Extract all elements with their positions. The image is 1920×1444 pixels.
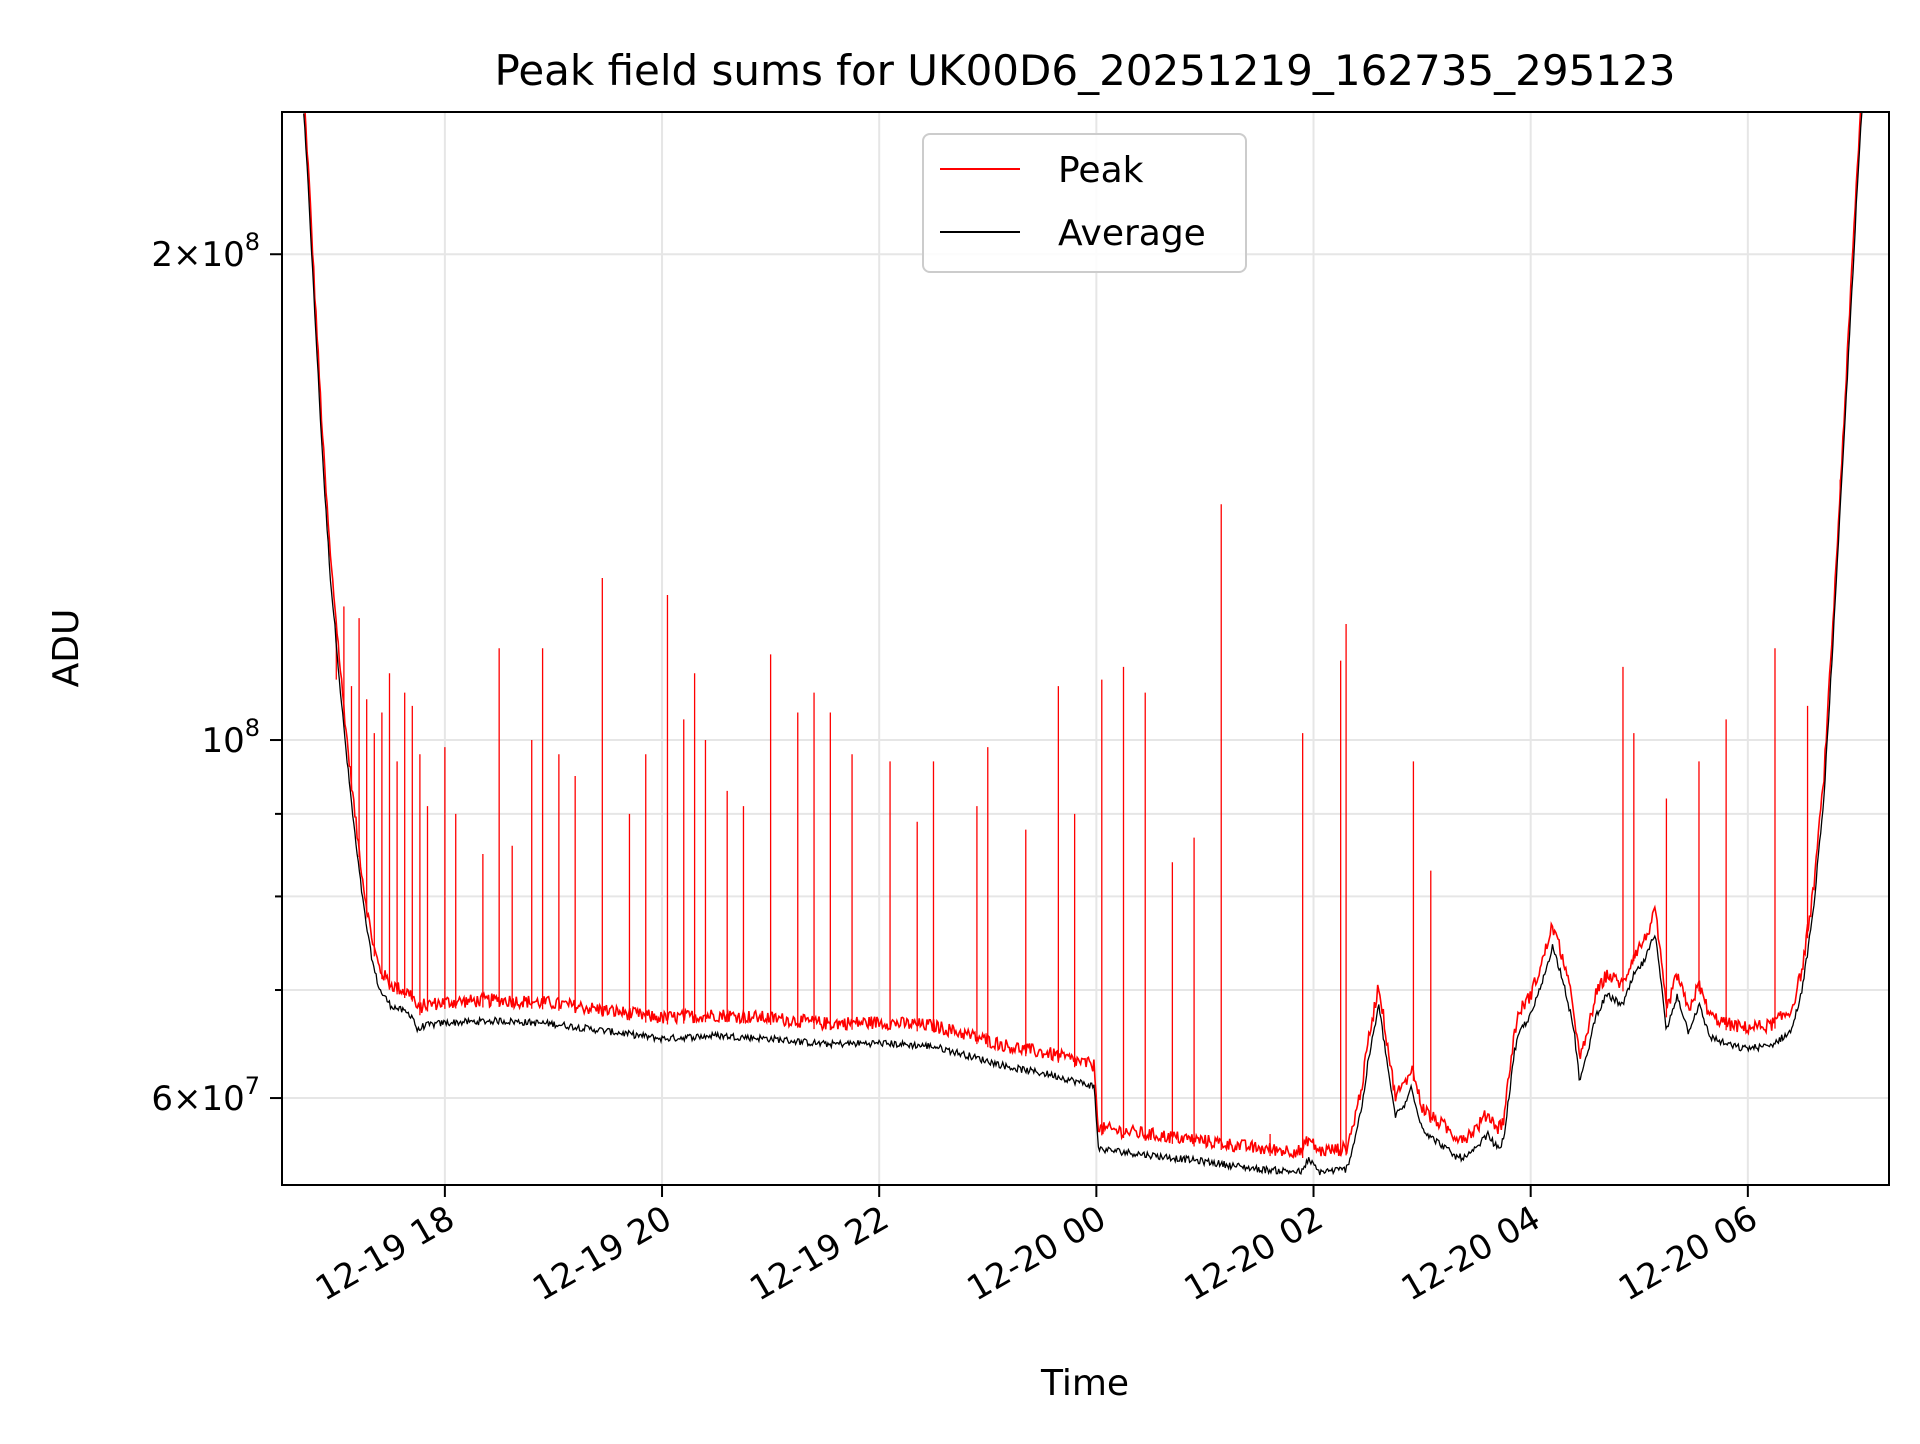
plot-series xyxy=(303,112,1863,1176)
y-tick-label: 108 xyxy=(201,714,260,761)
y-tick-label: 2×108 xyxy=(151,228,260,275)
average-series xyxy=(303,112,1863,1176)
plot-clipped-area xyxy=(303,112,1863,1176)
legend-peak-label: Peak xyxy=(1058,150,1144,191)
plot-frame xyxy=(281,111,1890,1186)
average-line xyxy=(303,112,1863,1176)
y-axis-label: ADU xyxy=(46,609,87,688)
x-axis-label: Time xyxy=(1040,1363,1129,1404)
peak-series xyxy=(304,112,1862,1159)
grid xyxy=(282,112,1889,1185)
legend-average-label: Average xyxy=(1058,213,1206,254)
y-tick-label: 6×107 xyxy=(151,1072,260,1119)
peak-line xyxy=(304,112,1862,1159)
legend: Peak Average xyxy=(922,133,1247,273)
chart-title: Peak field sums for UK00D6_20251219_1627… xyxy=(494,46,1675,95)
